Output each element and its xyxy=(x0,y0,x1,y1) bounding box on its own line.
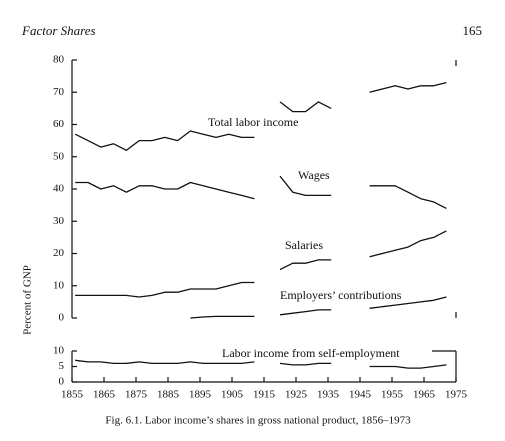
series-line xyxy=(75,230,447,298)
y-tick-label: 70 xyxy=(53,86,65,98)
x-tick-label: 1855 xyxy=(61,389,84,401)
series-line xyxy=(190,296,447,319)
series-label: Labor income from self-employment xyxy=(222,346,400,360)
series-line xyxy=(74,81,447,151)
page-number: 165 xyxy=(463,23,483,38)
series-label: Salaries xyxy=(285,238,323,252)
caption: Fig. 6.1. Labor income’s shares in gross… xyxy=(105,415,411,427)
y-axis-label: Percent of GNP xyxy=(22,265,34,335)
y-tick-label: 50 xyxy=(53,150,65,162)
page-title: Factor Shares xyxy=(21,23,96,38)
y-tick-label: 30 xyxy=(53,215,65,227)
x-tick-label: 1945 xyxy=(349,389,372,401)
x-tick-label: 1895 xyxy=(189,389,212,401)
y-tick-label: 80 xyxy=(53,54,65,66)
y-tick-label: 40 xyxy=(53,183,65,195)
x-tick-label: 1865 xyxy=(93,389,116,401)
y-tick-label: 0 xyxy=(59,312,65,324)
y2-tick-label: 0 xyxy=(59,376,65,388)
y-tick-label: 60 xyxy=(53,118,65,130)
x-tick-label: 1955 xyxy=(381,389,404,401)
series-label: Employers’ contributions xyxy=(280,288,402,302)
x-tick-label: 1915 xyxy=(253,389,276,401)
x-tick-label: 1905 xyxy=(221,389,244,401)
y2-tick-label: 10 xyxy=(53,345,65,357)
x-tick-label: 1875 xyxy=(125,389,148,401)
x-tick-label: 1885 xyxy=(157,389,180,401)
series-label: Wages xyxy=(298,168,330,182)
y-tick-label: 10 xyxy=(53,279,65,291)
x-tick-label: 1935 xyxy=(317,389,340,401)
y2-tick-label: 5 xyxy=(59,360,65,372)
x-tick-label: 1925 xyxy=(285,389,308,401)
y-tick-label: 20 xyxy=(53,247,65,259)
series-line xyxy=(75,175,447,209)
x-tick-label: 1975 xyxy=(445,389,468,401)
series-label: Total labor income xyxy=(208,115,298,129)
series-line xyxy=(75,359,447,369)
x-tick-label: 1965 xyxy=(413,389,436,401)
